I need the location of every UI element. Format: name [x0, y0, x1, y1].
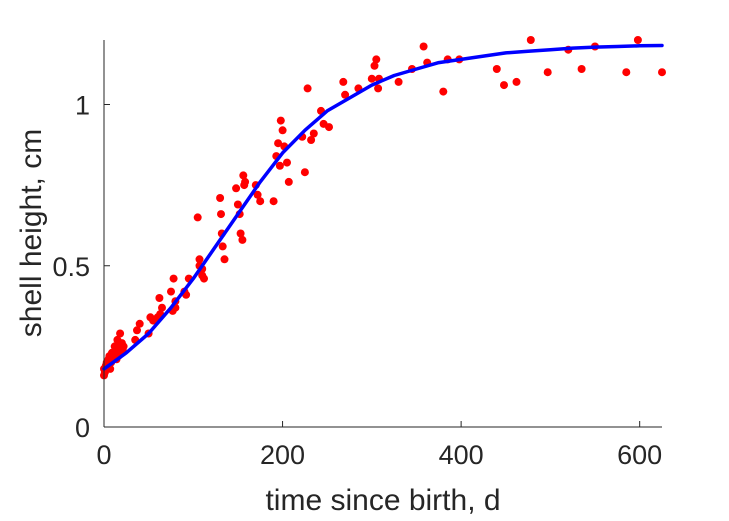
x-tick-label: 600	[617, 440, 662, 470]
axes	[103, 40, 662, 428]
data-point	[633, 36, 642, 44]
data-point	[253, 190, 262, 199]
data-point	[193, 213, 202, 222]
data-point	[195, 255, 204, 264]
x-tick-label: 400	[439, 440, 484, 470]
ticks: 0 200 400 600 0 0.5 1	[52, 91, 662, 471]
data-point	[116, 329, 125, 338]
x-tick-label: 200	[260, 440, 305, 470]
data-point	[309, 129, 318, 138]
plot-area	[100, 36, 666, 380]
data-point	[238, 235, 247, 244]
data-point	[276, 116, 285, 125]
data-point	[119, 342, 128, 351]
data-point	[256, 197, 265, 206]
data-point	[236, 229, 245, 238]
data-point	[167, 287, 175, 296]
data-point	[169, 274, 178, 283]
data-point	[512, 77, 521, 86]
data-point	[374, 84, 383, 93]
data-point	[439, 87, 448, 96]
data-point	[307, 136, 316, 144]
data-point	[269, 197, 278, 206]
data-point	[526, 36, 535, 44]
x-axis-label: time since birth, d	[265, 484, 500, 517]
data-point	[284, 177, 293, 186]
data-point	[241, 177, 250, 186]
data-point	[658, 68, 666, 77]
data-point	[394, 77, 403, 86]
y-tick-label: 0	[75, 413, 90, 443]
data-point	[275, 161, 284, 170]
data-point	[239, 171, 248, 180]
data-point	[283, 158, 291, 167]
data-point	[341, 90, 350, 99]
data-point	[370, 61, 379, 70]
data-point	[325, 123, 333, 132]
data-point	[372, 55, 381, 64]
data-point	[492, 65, 501, 73]
data-point	[274, 139, 283, 148]
data-point	[419, 42, 428, 51]
y-axis-label: shell height, cm	[15, 129, 48, 337]
data-point	[220, 255, 229, 264]
data-point	[233, 200, 242, 209]
data-point	[135, 319, 144, 328]
data-point	[200, 274, 208, 283]
data-point	[216, 194, 225, 202]
y-tick-label: 1	[75, 91, 90, 121]
data-point	[577, 65, 586, 73]
data-point	[500, 81, 508, 90]
data-point	[217, 210, 225, 219]
fit-curve	[102, 43, 664, 371]
data-point	[158, 303, 166, 312]
data-point	[300, 168, 309, 177]
data-point	[367, 74, 376, 83]
data-point	[155, 294, 164, 302]
y-tick-label: 0.5	[52, 252, 90, 282]
x-tick-label: 0	[96, 440, 111, 470]
data-point	[133, 326, 141, 335]
data-point	[543, 68, 552, 77]
data-point	[303, 84, 312, 93]
data-point	[232, 184, 241, 193]
data-point	[622, 68, 631, 77]
data-point	[218, 242, 227, 251]
data-point	[278, 126, 287, 135]
data-point	[339, 77, 348, 86]
